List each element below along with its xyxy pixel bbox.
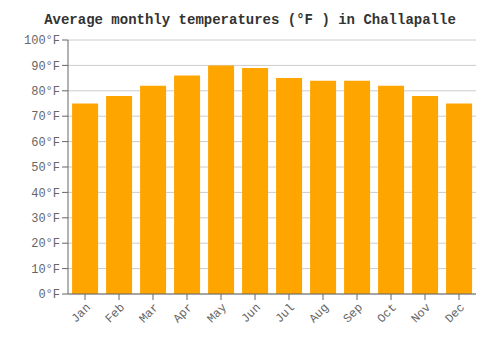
svg-text:70°F: 70°F [31,110,60,124]
svg-text:Dec: Dec [443,301,468,326]
svg-text:Mar: Mar [137,301,162,326]
svg-text:Jul: Jul [273,301,298,326]
svg-text:May: May [205,301,230,326]
svg-text:Sep: Sep [341,301,366,326]
svg-text:0°F: 0°F [38,288,60,302]
svg-text:50°F: 50°F [31,161,60,175]
svg-text:10°F: 10°F [31,263,60,277]
svg-text:Aug: Aug [307,301,332,326]
svg-text:Jan: Jan [69,301,94,326]
svg-text:20°F: 20°F [31,237,60,251]
html-text:Average monthly temperatures (: Average monthly temperatures (°F ) in Ch… [44,12,456,28]
svg-text:90°F: 90°F [31,60,60,74]
svg-text:Feb: Feb [103,301,128,326]
svg-text:Jun: Jun [239,301,264,326]
svg-text:40°F: 40°F [31,187,60,201]
svg-text:60°F: 60°F [31,136,60,150]
svg-text:Apr: Apr [171,301,196,326]
svg-text:Oct: Oct [375,301,400,326]
svg-text:Nov: Nov [409,301,434,326]
svg-text:30°F: 30°F [31,212,60,226]
svg-text:100°F: 100°F [24,34,60,48]
svg-text:80°F: 80°F [31,85,60,99]
